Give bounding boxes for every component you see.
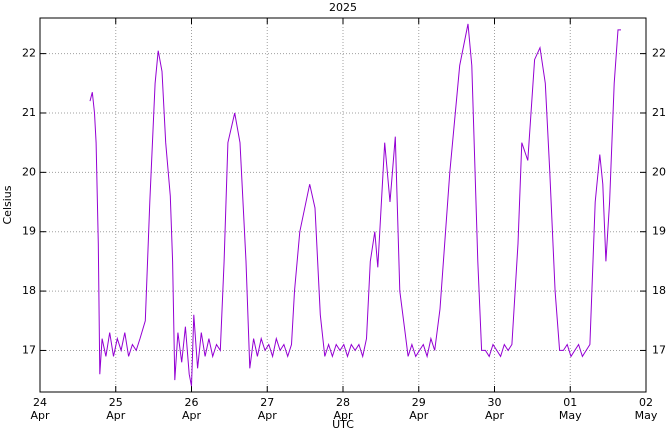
y2-tick-label: 17 [652,343,666,356]
x-tick-label: 24 Apr [30,396,50,422]
x-tick-label-line: Apr [106,409,126,422]
y-axis-label: Celsius [1,185,14,224]
x-tick-label-line: 24 [33,396,47,409]
x-tick-label-line: May [635,409,658,422]
x-tick-label: 29 Apr [409,396,429,422]
x-tick-label: 27 Apr [258,396,278,422]
x-tick-label: 30 Apr [485,396,505,422]
x-tick-label-line: May [559,409,582,422]
x-tick-label-line: 29 [412,396,426,409]
x-tick-label: 02 May [635,396,658,422]
y-tick-label: 18 [22,284,36,297]
y2-tick-label: 19 [652,225,666,238]
data-line [89,23,621,387]
x-tick-label: 28 Apr [333,396,353,422]
x-tick-label-line: 01 [563,396,577,409]
y2-tick-label: 20 [652,165,666,178]
x-tick-label-line: 27 [260,396,274,409]
y-tick-label: 22 [22,47,36,60]
x-tick-label-line: 02 [639,396,653,409]
chart-title: 2025 [329,1,357,14]
plot-border [39,17,647,393]
x-tick-label-line: 25 [109,396,123,409]
y-tick-label: 20 [22,165,36,178]
x-tick-label-line: Apr [30,409,50,422]
x-tick-label-line: Apr [182,409,202,422]
y-tick-label: 19 [22,225,36,238]
x-tick-label-line: 28 [336,396,350,409]
y2-tick-label: 18 [652,284,666,297]
x-axis-label: UTC [332,418,354,431]
y2-tick-label: 21 [652,106,666,119]
x-tick-label: 25 Apr [106,396,126,422]
x-tick-label-line: Apr [258,409,278,422]
x-tick-label-line: Apr [333,409,353,422]
y2-tick-label: 22 [652,47,666,60]
x-tick-label-line: Apr [409,409,429,422]
y-tick-label: 17 [22,343,36,356]
x-tick-label-line: 26 [185,396,199,409]
x-tick-label-line: Apr [485,409,505,422]
y-tick-label: 21 [22,106,36,119]
x-tick-label: 01 May [559,396,582,422]
x-tick-label-line: 30 [488,396,502,409]
x-tick-label: 26 Apr [182,396,202,422]
